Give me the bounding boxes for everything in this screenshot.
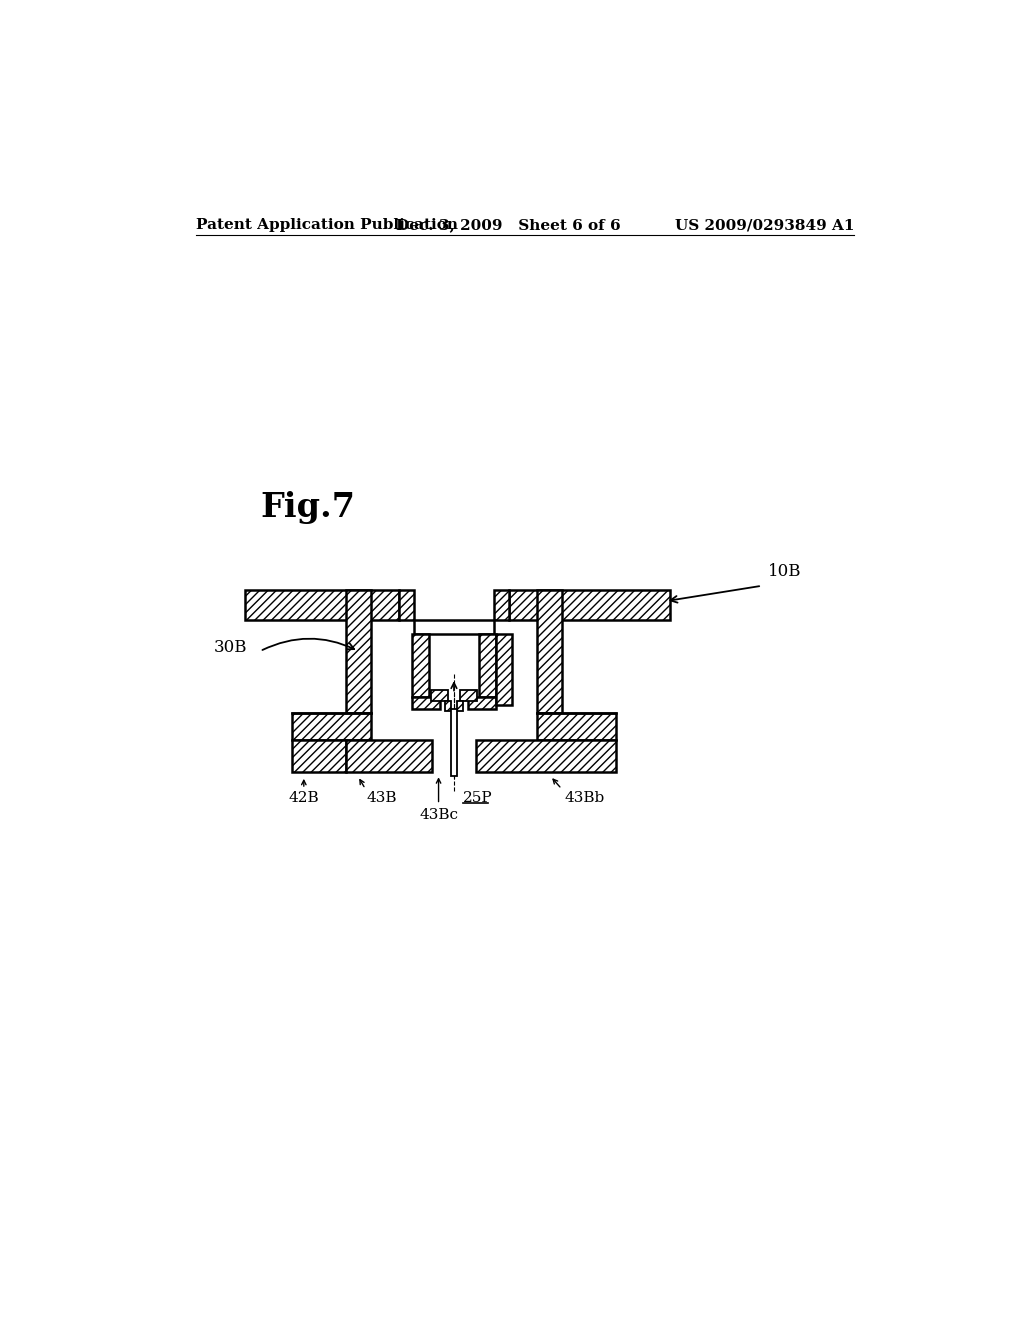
- Polygon shape: [398, 590, 414, 620]
- Polygon shape: [346, 590, 371, 713]
- Polygon shape: [444, 701, 451, 711]
- Polygon shape: [412, 697, 440, 709]
- Text: 43Bc: 43Bc: [419, 808, 458, 821]
- Polygon shape: [479, 635, 497, 697]
- Text: 10B: 10B: [768, 564, 802, 581]
- Text: 42B: 42B: [289, 792, 319, 805]
- Polygon shape: [412, 635, 429, 697]
- Text: 43Bb: 43Bb: [564, 792, 604, 805]
- Polygon shape: [468, 697, 497, 709]
- Polygon shape: [497, 635, 512, 705]
- Polygon shape: [346, 739, 432, 772]
- Text: US 2009/0293849 A1: US 2009/0293849 A1: [675, 218, 854, 232]
- Polygon shape: [245, 590, 398, 620]
- Polygon shape: [414, 620, 494, 635]
- Text: 43B: 43B: [367, 792, 397, 805]
- Polygon shape: [457, 701, 463, 711]
- Text: Fig.7: Fig.7: [260, 491, 355, 524]
- Text: Dec. 3, 2009   Sheet 6 of 6: Dec. 3, 2009 Sheet 6 of 6: [395, 218, 621, 232]
- Text: 30B: 30B: [214, 639, 247, 656]
- Polygon shape: [538, 713, 615, 739]
- Polygon shape: [538, 590, 562, 713]
- Polygon shape: [494, 590, 509, 620]
- Polygon shape: [460, 689, 477, 701]
- Polygon shape: [292, 713, 371, 739]
- Text: Patent Application Publication: Patent Application Publication: [196, 218, 458, 232]
- Polygon shape: [451, 709, 457, 776]
- Text: 25P: 25P: [463, 792, 493, 805]
- Polygon shape: [509, 590, 670, 620]
- Polygon shape: [475, 739, 615, 772]
- Polygon shape: [292, 739, 346, 772]
- Polygon shape: [431, 689, 447, 701]
